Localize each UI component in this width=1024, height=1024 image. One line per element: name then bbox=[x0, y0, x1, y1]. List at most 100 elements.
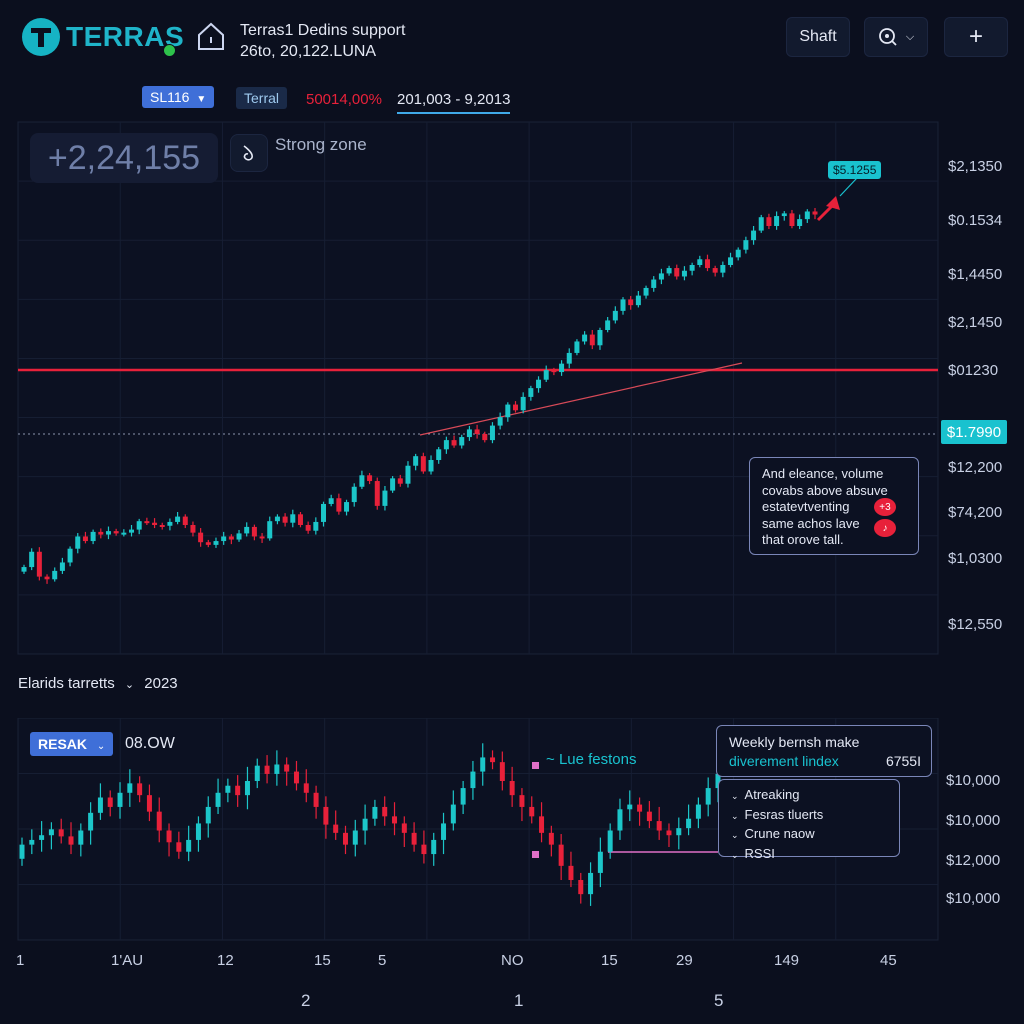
candle[interactable] bbox=[643, 287, 649, 296]
candle[interactable] bbox=[228, 536, 234, 540]
candle[interactable] bbox=[182, 516, 188, 525]
candle[interactable] bbox=[293, 771, 299, 784]
candle[interactable] bbox=[781, 213, 787, 217]
candle[interactable] bbox=[21, 567, 27, 572]
candle[interactable] bbox=[198, 532, 204, 543]
candle[interactable] bbox=[282, 516, 288, 523]
candle[interactable] bbox=[52, 570, 58, 580]
candle[interactable] bbox=[411, 832, 417, 845]
candle[interactable] bbox=[259, 536, 265, 539]
candle[interactable] bbox=[574, 341, 580, 353]
candle[interactable] bbox=[328, 498, 334, 504]
menu-item[interactable]: ⌄ RSSI bbox=[731, 845, 899, 865]
candle[interactable] bbox=[48, 829, 54, 836]
alert-badge[interactable]: ♪ bbox=[874, 519, 896, 537]
candle[interactable] bbox=[441, 823, 447, 840]
candle[interactable] bbox=[195, 823, 201, 840]
candle[interactable] bbox=[628, 299, 634, 306]
candle[interactable] bbox=[344, 502, 350, 512]
candle[interactable] bbox=[676, 828, 682, 836]
candle[interactable] bbox=[374, 481, 380, 506]
candle[interactable] bbox=[107, 797, 113, 807]
candle[interactable] bbox=[480, 757, 486, 772]
candle[interactable] bbox=[597, 851, 603, 873]
candle[interactable] bbox=[743, 240, 749, 250]
add-button[interactable]: + bbox=[944, 17, 1008, 57]
search-dropdown-button[interactable]: ⌵ bbox=[864, 17, 928, 57]
ticker-tag[interactable]: Terral bbox=[236, 87, 288, 109]
candle[interactable] bbox=[254, 765, 260, 781]
candle[interactable] bbox=[704, 259, 710, 269]
shaft-button[interactable]: Shaft bbox=[786, 17, 850, 57]
candle[interactable] bbox=[136, 521, 142, 530]
candle[interactable] bbox=[382, 490, 388, 506]
candle[interactable] bbox=[88, 812, 94, 831]
candle[interactable] bbox=[612, 310, 618, 321]
candle[interactable] bbox=[39, 835, 45, 840]
candle[interactable] bbox=[267, 521, 273, 539]
home-icon[interactable] bbox=[195, 20, 227, 57]
candle[interactable] bbox=[274, 516, 280, 522]
candle[interactable] bbox=[428, 460, 434, 472]
candle[interactable] bbox=[605, 320, 611, 330]
candle[interactable] bbox=[405, 465, 411, 484]
candle[interactable] bbox=[499, 762, 505, 781]
candle[interactable] bbox=[646, 811, 652, 822]
candle[interactable] bbox=[274, 764, 280, 774]
candle[interactable] bbox=[490, 757, 496, 763]
candle[interactable] bbox=[105, 531, 111, 535]
candle[interactable] bbox=[290, 514, 296, 523]
candle[interactable] bbox=[221, 536, 227, 542]
candle[interactable] bbox=[666, 268, 672, 274]
candle[interactable] bbox=[789, 213, 795, 226]
candle[interactable] bbox=[205, 542, 211, 545]
menu-item[interactable]: ⌄ Fesras tluerts bbox=[731, 806, 899, 826]
candle[interactable] bbox=[244, 781, 250, 796]
candle[interactable] bbox=[264, 765, 270, 774]
candle[interactable] bbox=[129, 529, 135, 533]
candle[interactable] bbox=[127, 783, 133, 793]
candle[interactable] bbox=[505, 404, 511, 418]
candle[interactable] bbox=[152, 522, 158, 525]
candle[interactable] bbox=[482, 434, 488, 441]
candle[interactable] bbox=[359, 475, 365, 487]
candle[interactable] bbox=[401, 823, 407, 833]
candle[interactable] bbox=[351, 486, 357, 503]
candle[interactable] bbox=[812, 211, 818, 215]
candle[interactable] bbox=[176, 842, 182, 852]
candle[interactable] bbox=[205, 806, 211, 824]
indicator-select[interactable]: RESAK ⌄ bbox=[30, 732, 114, 756]
candle[interactable] bbox=[190, 525, 196, 533]
main-candlestick-chart[interactable] bbox=[0, 120, 1024, 660]
candle[interactable] bbox=[705, 788, 711, 805]
candle[interactable] bbox=[695, 804, 701, 819]
candle[interactable] bbox=[627, 804, 633, 810]
candle[interactable] bbox=[431, 839, 437, 855]
candle[interactable] bbox=[336, 498, 342, 512]
candle[interactable] bbox=[159, 525, 165, 527]
candle[interactable] bbox=[367, 475, 373, 482]
candle[interactable] bbox=[568, 865, 574, 880]
candle[interactable] bbox=[656, 821, 662, 831]
candle[interactable] bbox=[582, 334, 588, 342]
candle[interactable] bbox=[323, 806, 329, 825]
candle[interactable] bbox=[390, 478, 396, 491]
candle[interactable] bbox=[36, 551, 42, 577]
candle[interactable] bbox=[804, 211, 810, 220]
candle[interactable] bbox=[313, 792, 319, 807]
candle[interactable] bbox=[539, 816, 545, 833]
candle[interactable] bbox=[558, 844, 564, 866]
candle[interactable] bbox=[443, 440, 449, 450]
candle[interactable] bbox=[459, 437, 465, 446]
candle[interactable] bbox=[166, 830, 172, 843]
candle[interactable] bbox=[303, 783, 309, 793]
candle[interactable] bbox=[117, 792, 123, 807]
candle[interactable] bbox=[697, 259, 703, 265]
candle[interactable] bbox=[421, 844, 427, 855]
candle[interactable] bbox=[321, 503, 327, 522]
candle[interactable] bbox=[548, 832, 554, 845]
candle[interactable] bbox=[520, 396, 526, 411]
menu-item[interactable]: ⌄ Crune naow bbox=[731, 825, 899, 845]
lower-panel-title[interactable]: Elarids tarretts ⌄ 2023 bbox=[18, 675, 178, 692]
candle[interactable] bbox=[420, 456, 426, 472]
